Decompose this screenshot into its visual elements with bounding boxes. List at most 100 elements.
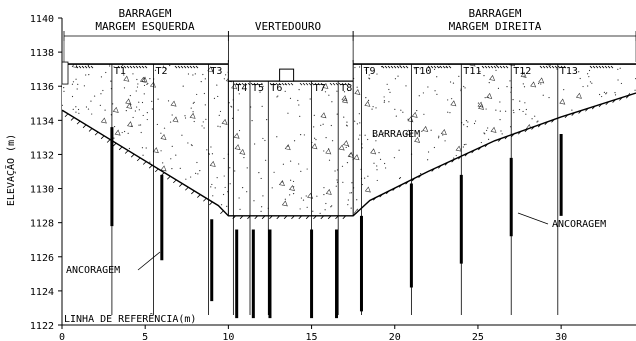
- speckle-dot: [436, 76, 438, 78]
- crest-marking: [433, 65, 437, 69]
- speckle-dot: [284, 90, 286, 92]
- speckle-dot: [516, 171, 519, 173]
- speckle-dot: [227, 57, 228, 58]
- speckle-dot: [534, 115, 536, 117]
- speckle-dot: [74, 187, 76, 189]
- speckle-dot: [371, 108, 373, 110]
- speckle-dot: [137, 83, 139, 85]
- crest-marking: [490, 65, 494, 69]
- speckle-dot: [238, 93, 240, 95]
- y-axis-ticks: 1122 1124 1126 1128 1130 1132 1134 1136 1138 1140: [30, 14, 62, 332]
- speckle-dot: [254, 143, 256, 145]
- speckle-dot: [341, 64, 343, 66]
- speckle-dot: [290, 160, 292, 162]
- crest-marking: [81, 65, 85, 69]
- aggregate-mark: [354, 88, 361, 95]
- speckle-dot: [442, 134, 444, 136]
- aggregate-mark: [538, 77, 545, 84]
- aggregate-mark: [478, 103, 485, 110]
- speckle-dot: [452, 184, 454, 186]
- crest-marking: [542, 65, 546, 69]
- speckle-dot: [66, 175, 68, 177]
- speckle-dot: [356, 86, 358, 88]
- speckle-dot: [538, 189, 540, 191]
- leader-line-right: [517, 212, 549, 225]
- speckle-dot: [501, 149, 504, 151]
- speckle-dot: [187, 142, 189, 144]
- speckle-dot: [449, 203, 452, 205]
- speckle-dot: [336, 67, 338, 69]
- speckle-dot: [548, 96, 550, 99]
- speckle-dot: [613, 151, 615, 154]
- speckle-dot: [216, 177, 218, 179]
- speckle-dot: [495, 65, 498, 67]
- crest-marking: [78, 65, 82, 69]
- speckle-dot: [292, 193, 295, 195]
- speckle-dot: [438, 66, 440, 68]
- speckle-dot: [91, 195, 93, 197]
- speckle-dot: [97, 140, 99, 142]
- aggregate-mark: [281, 200, 288, 207]
- speckle-dot: [406, 55, 407, 56]
- speckle-dot: [523, 86, 526, 88]
- speckle-dot: [554, 165, 556, 167]
- speckle-dot: [100, 93, 102, 95]
- speckle-dot: [241, 79, 244, 81]
- speckle-dot: [131, 176, 133, 178]
- foundation-hatch: [154, 168, 159, 173]
- speckle-dot: [483, 170, 485, 172]
- speckle-dot: [437, 137, 440, 139]
- speckle-dot: [618, 113, 620, 115]
- foundation-hatch: [431, 168, 435, 172]
- crest-marking: [320, 82, 324, 86]
- foundation-hatch: [598, 103, 603, 108]
- speckle-dot: [149, 192, 151, 195]
- speckle-dot: [62, 204, 64, 207]
- foundation-hatch: [191, 190, 195, 195]
- speckle-dot: [120, 201, 122, 203]
- speckle-dot: [91, 113, 93, 115]
- aggregate-mark: [486, 92, 493, 99]
- crest-marking: [439, 65, 443, 69]
- speckle-dot: [514, 168, 516, 170]
- speckle-dot: [213, 60, 214, 61]
- aggregate-mark: [419, 184, 426, 191]
- speckle-dot: [612, 194, 614, 196]
- speckle-dot: [105, 71, 107, 74]
- speckle-dot: [613, 195, 615, 197]
- speckle-dot: [66, 144, 68, 146]
- speckle-dot: [601, 95, 603, 98]
- crest-marking: [393, 65, 397, 69]
- y-tick-label-1128: 1128: [30, 219, 54, 230]
- speckle-dot: [416, 109, 418, 112]
- foundation-hatch: [619, 97, 623, 101]
- speckle-dot: [634, 89, 636, 91]
- crest-marking: [487, 65, 491, 69]
- speckle-dot: [169, 195, 171, 197]
- speckle-dot: [140, 131, 142, 134]
- speckle-dot: [527, 131, 529, 133]
- speckle-dot: [463, 85, 465, 88]
- speckle-dot: [330, 206, 332, 208]
- speckle-dot: [325, 202, 327, 205]
- tendon-label-T12: T12: [513, 66, 531, 77]
- speckle-dot: [440, 193, 442, 195]
- x-tick-label-0: 0: [59, 332, 65, 341]
- x-axis-ticks: 0 5 10 15 20 25 30: [59, 325, 567, 341]
- speckle-dot: [620, 143, 622, 145]
- speckle-dot: [383, 96, 385, 98]
- tendon-label-T2: T2: [156, 66, 168, 77]
- speckle-dot: [376, 169, 378, 171]
- speckle-dot: [313, 126, 315, 128]
- speckle-dot: [407, 118, 409, 120]
- aggregate-mark: [388, 196, 395, 203]
- speckle-dot: [513, 200, 515, 202]
- crest-marking: [539, 65, 543, 69]
- speckle-dot: [589, 81, 592, 83]
- speckle-dot: [398, 60, 399, 61]
- aggregate-mark: [596, 156, 603, 163]
- speckle-dot: [581, 138, 583, 141]
- speckle-dot: [214, 187, 216, 189]
- speckle-dot: [335, 79, 337, 81]
- speckle-dot: [345, 146, 347, 149]
